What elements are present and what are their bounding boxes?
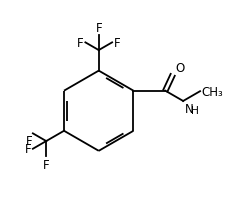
Text: F: F bbox=[77, 37, 83, 50]
Text: F: F bbox=[95, 21, 102, 34]
Text: F: F bbox=[113, 37, 120, 50]
Text: N: N bbox=[184, 103, 193, 115]
Text: O: O bbox=[175, 62, 184, 74]
Text: F: F bbox=[43, 158, 49, 171]
Text: H: H bbox=[191, 106, 198, 116]
Text: F: F bbox=[24, 143, 31, 156]
Text: CH₃: CH₃ bbox=[201, 85, 223, 98]
Text: F: F bbox=[25, 134, 32, 147]
